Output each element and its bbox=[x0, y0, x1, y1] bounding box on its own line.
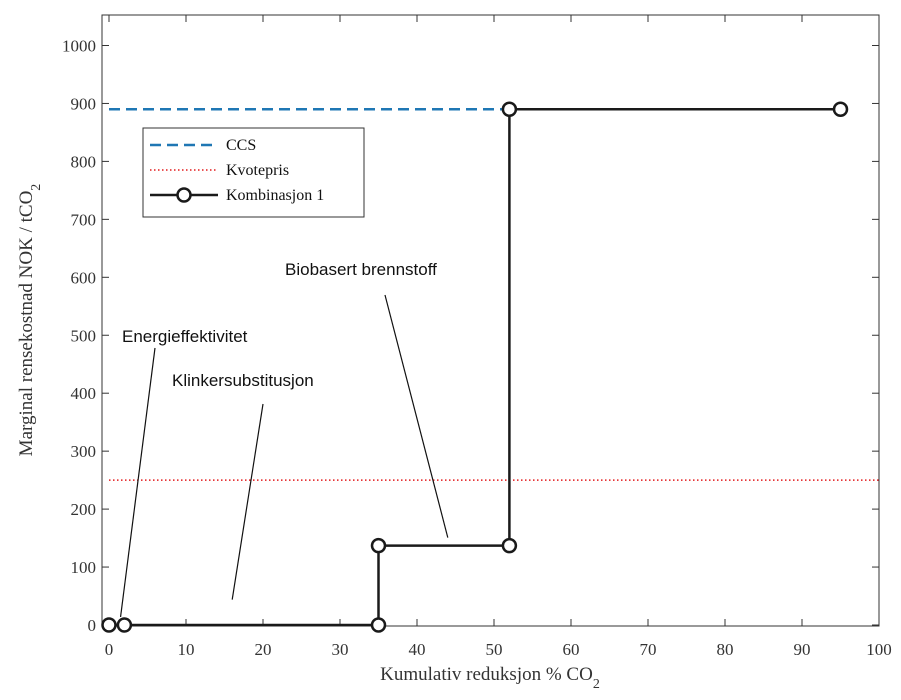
annotation-pointer bbox=[231, 403, 264, 600]
x-tick-label: 100 bbox=[866, 640, 892, 659]
chart-annotations: Energieffektivitet Klinkersubstitusjon Bio… bbox=[119, 260, 449, 618]
legend-kombinasjon-marker bbox=[176, 187, 192, 203]
x-axis-label: Kumulativ reduksjon % CO2 bbox=[380, 664, 600, 692]
y-axis-label-main: Marginal rensekostnad NOK / tCO bbox=[16, 191, 37, 457]
x-tick-label: 60 bbox=[563, 640, 580, 659]
x-tick-label: 20 bbox=[255, 640, 272, 659]
legend: CCS Kvotepris Kombinasjon 1 bbox=[142, 127, 365, 218]
axis-ticks: 0 10 20 30 40 50 60 70 80 90 100010020030040050060… bbox=[62, 15, 892, 659]
x-tick-label: 40 bbox=[409, 640, 426, 659]
kombinasjon-marker bbox=[370, 617, 387, 633]
x-tick-label: 70 bbox=[640, 640, 657, 659]
y-tick-label: 600 bbox=[71, 268, 97, 287]
y-tick-label: 1000 bbox=[62, 37, 96, 56]
kombinasjon-marker bbox=[116, 617, 133, 633]
kombinasjon-marker bbox=[101, 617, 117, 633]
legend-ccs-label: CCS bbox=[226, 137, 256, 154]
y-tick-label: 400 bbox=[71, 384, 97, 403]
y-tick-label: 800 bbox=[71, 152, 97, 171]
plot-frame bbox=[101, 14, 880, 627]
y-axis-label: Marginal rensekostnad NOK / tCO2 bbox=[16, 184, 44, 457]
kombinasjon-marker bbox=[832, 101, 849, 117]
legend-kvotepris-label: Kvotepris bbox=[226, 162, 289, 179]
kombinasjon-marker bbox=[501, 537, 518, 554]
x-tick-label: 30 bbox=[332, 640, 349, 659]
legend-box bbox=[142, 127, 365, 218]
y-tick-label: 300 bbox=[71, 442, 97, 461]
annotation-label: Biobasert brennstoff bbox=[285, 260, 437, 279]
kombinasjon-marker bbox=[370, 537, 387, 554]
chart-series bbox=[101, 101, 879, 633]
y-tick-label: 500 bbox=[71, 326, 97, 345]
annotation-pointer bbox=[119, 347, 156, 618]
y-tick-label: 0 bbox=[88, 616, 97, 635]
x-tick-label: 90 bbox=[794, 640, 811, 659]
x-tick-label: 80 bbox=[717, 640, 734, 659]
legend-kombinasjon-label: Kombinasjon 1 bbox=[226, 187, 324, 204]
y-axis-label-subscript: 2 bbox=[29, 184, 44, 191]
x-tick-label: 0 bbox=[105, 640, 114, 659]
y-tick-label: 100 bbox=[71, 558, 97, 577]
x-axis-label-main: Kumulativ reduksjon % CO bbox=[380, 664, 593, 685]
y-tick-label: 700 bbox=[71, 210, 97, 229]
kombinasjon-marker bbox=[501, 101, 518, 117]
y-tick-label: 900 bbox=[71, 94, 97, 113]
x-tick-label: 50 bbox=[486, 640, 503, 659]
annotation-pointer bbox=[384, 294, 449, 538]
annotation-label: Klinkersubstitusjon bbox=[172, 371, 314, 390]
annotation-label: Energieffektivitet bbox=[122, 327, 248, 346]
x-tick-label: 10 bbox=[178, 640, 195, 659]
x-axis-label-subscript: 2 bbox=[593, 677, 600, 692]
y-tick-label: 200 bbox=[71, 500, 97, 519]
